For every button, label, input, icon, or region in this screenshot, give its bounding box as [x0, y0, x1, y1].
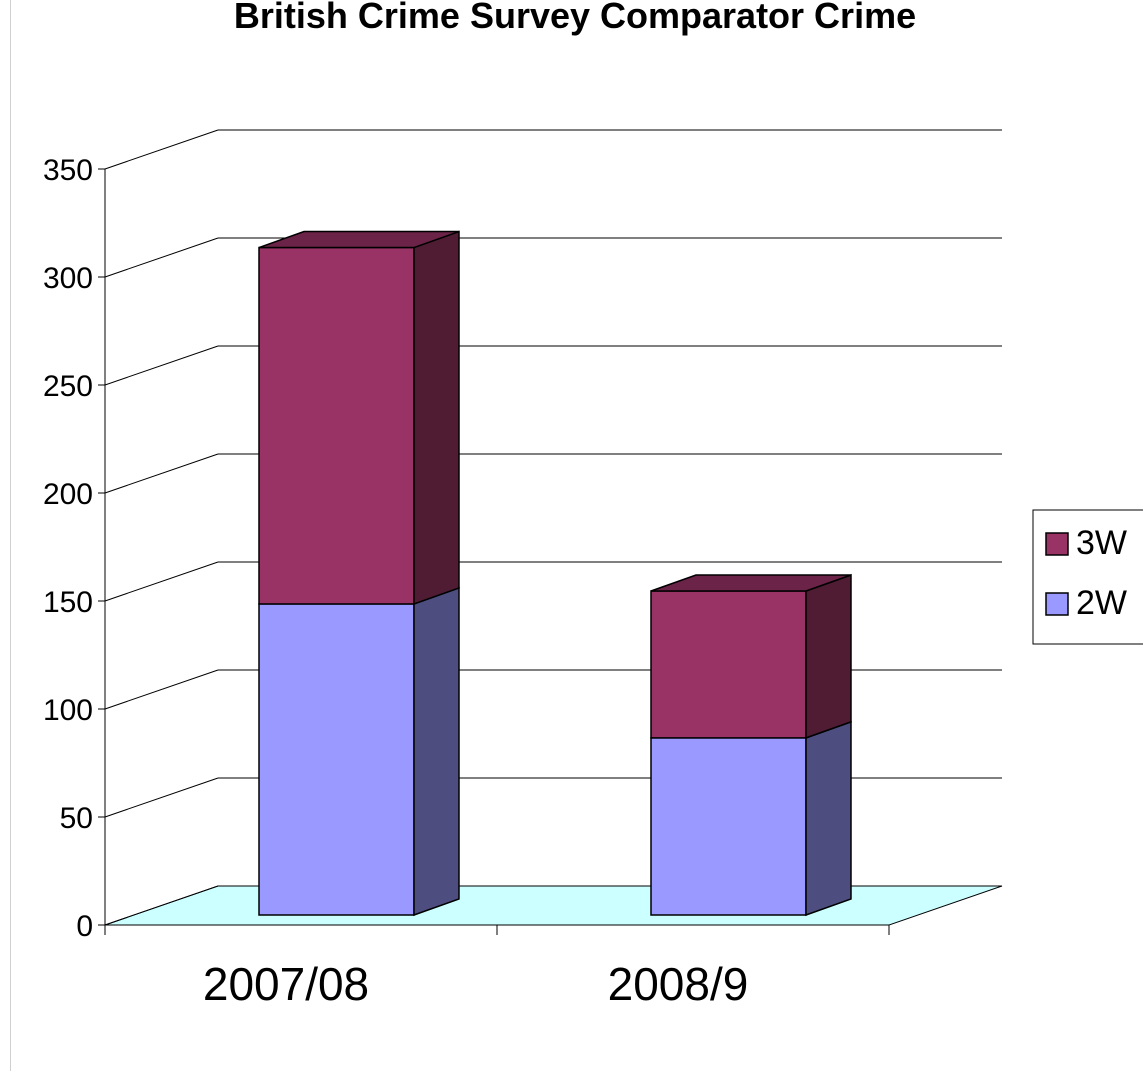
bar-top-3W-2008/9: [650, 574, 852, 592]
gridline-wall-350: [104, 129, 219, 170]
bar-side-3W-2007/08: [413, 230, 460, 606]
legend-label-2W: 2W: [1076, 584, 1127, 622]
legend: 3W 2W: [1032, 509, 1143, 645]
legend-swatch-3W: [1045, 532, 1069, 556]
gridline-wall-250: [104, 345, 219, 386]
floor-plane: [104, 885, 1003, 926]
bar-2W-2008/9: [650, 737, 807, 916]
gridlines: [104, 129, 1002, 926]
x-tick-label: 2007/08: [203, 958, 369, 1010]
legend-label-3W: 3W: [1076, 524, 1127, 562]
gridline-wall-0: [104, 885, 219, 926]
gridline-wall-50: [104, 777, 219, 818]
y-tick-label: 200: [43, 478, 93, 511]
gridline-wall-100: [104, 669, 219, 710]
gridline-wall-200: [104, 453, 219, 494]
y-tick-label: 0: [76, 910, 93, 943]
y-tick-label: 250: [43, 370, 93, 403]
y-tick-label: 50: [60, 802, 93, 835]
legend-swatch-2W: [1045, 592, 1069, 616]
y-tick-label: 300: [43, 262, 93, 295]
y-tick-label: 150: [43, 586, 93, 619]
chart-title: British Crime Survey Comparator Crime: [234, 0, 916, 36]
gridline-wall-150: [104, 561, 219, 602]
bar-2W-2007/08: [258, 603, 415, 916]
bar-top-3W-2007/08: [258, 230, 460, 249]
chart-area-border: [10, 0, 11, 1071]
gridline-wall-300: [104, 237, 219, 278]
axes: 0 50 100 150 200 250 300 350 2007/08 2008/9: [43, 154, 890, 1010]
bar-side-3W-2008/9: [805, 573, 852, 739]
chart-floor: [104, 885, 1003, 926]
bar-3W-2008/9: [650, 590, 807, 739]
y-tick-label: 100: [43, 694, 93, 727]
x-tick-label: 2008/9: [608, 958, 749, 1010]
y-tick-label: 350: [43, 154, 93, 187]
bar-side-2W-2008/9: [805, 720, 852, 917]
bar-side-2W-2007/08: [413, 586, 460, 917]
bars: [258, 230, 852, 917]
bar-3W-2007/08: [258, 246, 415, 605]
